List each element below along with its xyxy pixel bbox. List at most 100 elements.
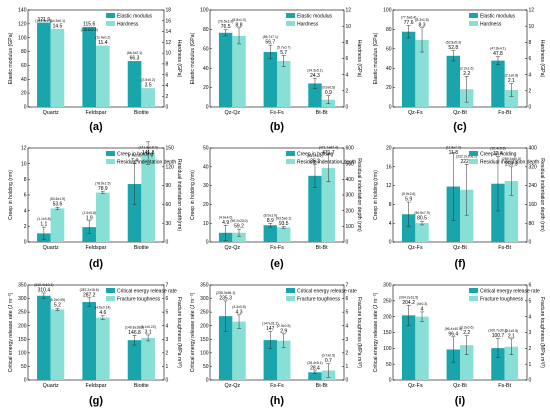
right-tick-label: 0 xyxy=(346,378,349,384)
right-axis-label: Hardness (GPa) xyxy=(356,40,362,78)
category-label: Qz-Bt xyxy=(453,110,467,116)
right-axis-label: Residual indentation depth(nm) xyxy=(176,159,182,231)
left-tick-label: 50 xyxy=(386,362,392,368)
bar xyxy=(141,337,155,380)
left-tick-label: 0 xyxy=(206,378,209,384)
sd-label: (78.9±1.5) xyxy=(95,182,110,186)
bar xyxy=(232,321,246,380)
sd-label: (222.2±108.2) xyxy=(456,154,477,158)
bar xyxy=(277,227,291,242)
sd-label: (12.4±5.8) xyxy=(490,146,505,150)
chart-panel-a: 0 20 40 60 80 100 120 140 0 2 4 6 8 10 12 14 16 18 Elastic… xyxy=(8,8,182,133)
left-tick-label: 300 xyxy=(200,296,209,302)
panel-letter: (h) xyxy=(270,395,284,407)
right-tick-label: 5 xyxy=(346,310,349,316)
bar xyxy=(218,32,233,107)
bar xyxy=(127,184,142,242)
sd-label: (4.9±4.0) xyxy=(219,215,233,219)
right-tick-label: 400 xyxy=(529,146,538,152)
right-tick-label: 8 xyxy=(166,61,169,67)
left-tick-label: 16 xyxy=(386,164,392,170)
sd-label: (1.1±0.8) xyxy=(37,217,51,221)
legend-label: Hardness xyxy=(480,22,502,28)
legend-swatch xyxy=(106,21,115,26)
category-label: Fs-Fs xyxy=(270,245,284,251)
bar xyxy=(82,227,96,242)
right-axis-label: Hardness (GPa) xyxy=(176,40,182,78)
category-label: Feldspar xyxy=(86,110,107,116)
right-tick-label: 300 xyxy=(346,193,355,199)
right-axis-label: Residual indentation depth (nm) xyxy=(539,158,545,232)
bar xyxy=(504,90,519,107)
bar xyxy=(232,35,246,107)
left-tick-label: 0 xyxy=(389,378,392,384)
legend-label: Fracture toughness xyxy=(297,297,341,303)
left-tick-label: 100 xyxy=(383,8,392,14)
right-tick-label: 90 xyxy=(166,183,172,189)
right-axis-label: Residual indentation depth (nm) xyxy=(356,158,362,232)
data-label: 310.4 xyxy=(38,288,51,294)
bar xyxy=(232,232,246,242)
left-tick-label: 0 xyxy=(24,378,27,384)
data-label: 0.7 xyxy=(325,358,332,364)
bar xyxy=(415,316,429,380)
legend-label: Elastic modulus xyxy=(480,14,516,20)
category-label: Bt-Bt xyxy=(316,245,328,251)
left-tick-label: 4 xyxy=(24,208,27,214)
category-label: Qz-Fs xyxy=(408,383,423,389)
category-label: Qz-Bt xyxy=(453,383,467,389)
left-tick-label: 0 xyxy=(24,240,27,246)
data-label: 12.4 xyxy=(493,151,503,157)
right-tick-label: 240 xyxy=(529,183,538,189)
legend-label: Fracture toughness xyxy=(480,297,524,303)
bar xyxy=(37,22,51,108)
left-tick-label: 20 xyxy=(21,91,27,97)
left-tick-label: 0 xyxy=(389,240,392,246)
left-axis-label: Creep in holding (nm) xyxy=(8,170,14,220)
sd-label: (115.6±2.6) xyxy=(81,28,98,32)
category-label: Biotite xyxy=(134,383,149,389)
left-tick-label: 80 xyxy=(203,27,209,33)
data-label: 93.5 xyxy=(279,221,289,227)
right-tick-label: 5 xyxy=(166,310,169,316)
panel-letter: (g) xyxy=(89,395,103,407)
bar xyxy=(308,372,322,380)
sd-label: (100.7±30.1) xyxy=(488,329,507,333)
right-tick-label: 2 xyxy=(166,94,169,100)
bar xyxy=(277,60,291,107)
data-label: 77.6 xyxy=(404,20,414,26)
left-axis-label: Creep in holding (nm) xyxy=(373,170,379,220)
bar xyxy=(446,55,460,107)
right-tick-label: 4 xyxy=(166,323,169,329)
sd-label: (146.8±18.0) xyxy=(125,325,144,329)
bar xyxy=(96,45,110,107)
left-tick-label: 100 xyxy=(200,8,209,14)
legend-label: Hardness xyxy=(117,22,139,28)
right-tick-label: 200 xyxy=(346,208,355,214)
legend-label: Fracture toughness xyxy=(117,297,161,303)
bar xyxy=(96,192,110,242)
category-label: Feldspar xyxy=(86,245,107,251)
left-tick-label: 12 xyxy=(21,146,27,152)
sd-label: (5.7±0.7) xyxy=(277,45,291,49)
left-tick-label: 100 xyxy=(200,350,209,356)
right-tick-label: 0 xyxy=(166,105,169,111)
data-label: 146.8 xyxy=(128,330,141,336)
sd-label: (66.3±2.1) xyxy=(127,51,142,55)
sd-label: (259.3±60.5) xyxy=(502,157,521,161)
sd-label: (47.8±4.1) xyxy=(490,47,505,51)
data-label: 235.3 xyxy=(219,295,232,301)
data-label: 147 xyxy=(266,326,275,332)
sd-label: (204.2±31.5) xyxy=(399,295,418,299)
legend-label: Residual indentation depth xyxy=(480,160,539,166)
data-label: 4.9 xyxy=(222,220,229,226)
sd-label: (3.1±0.22) xyxy=(140,325,155,329)
left-tick-label: 0 xyxy=(24,105,27,111)
right-tick-label: 10 xyxy=(529,24,535,30)
data-label: 5.9 xyxy=(405,197,412,203)
data-label: 100.7 xyxy=(492,333,505,339)
legend-label: Elastic modulus xyxy=(117,14,153,20)
data-label: 35.2 xyxy=(310,159,320,165)
sd-label: (121.9±1.1) xyxy=(35,19,52,23)
